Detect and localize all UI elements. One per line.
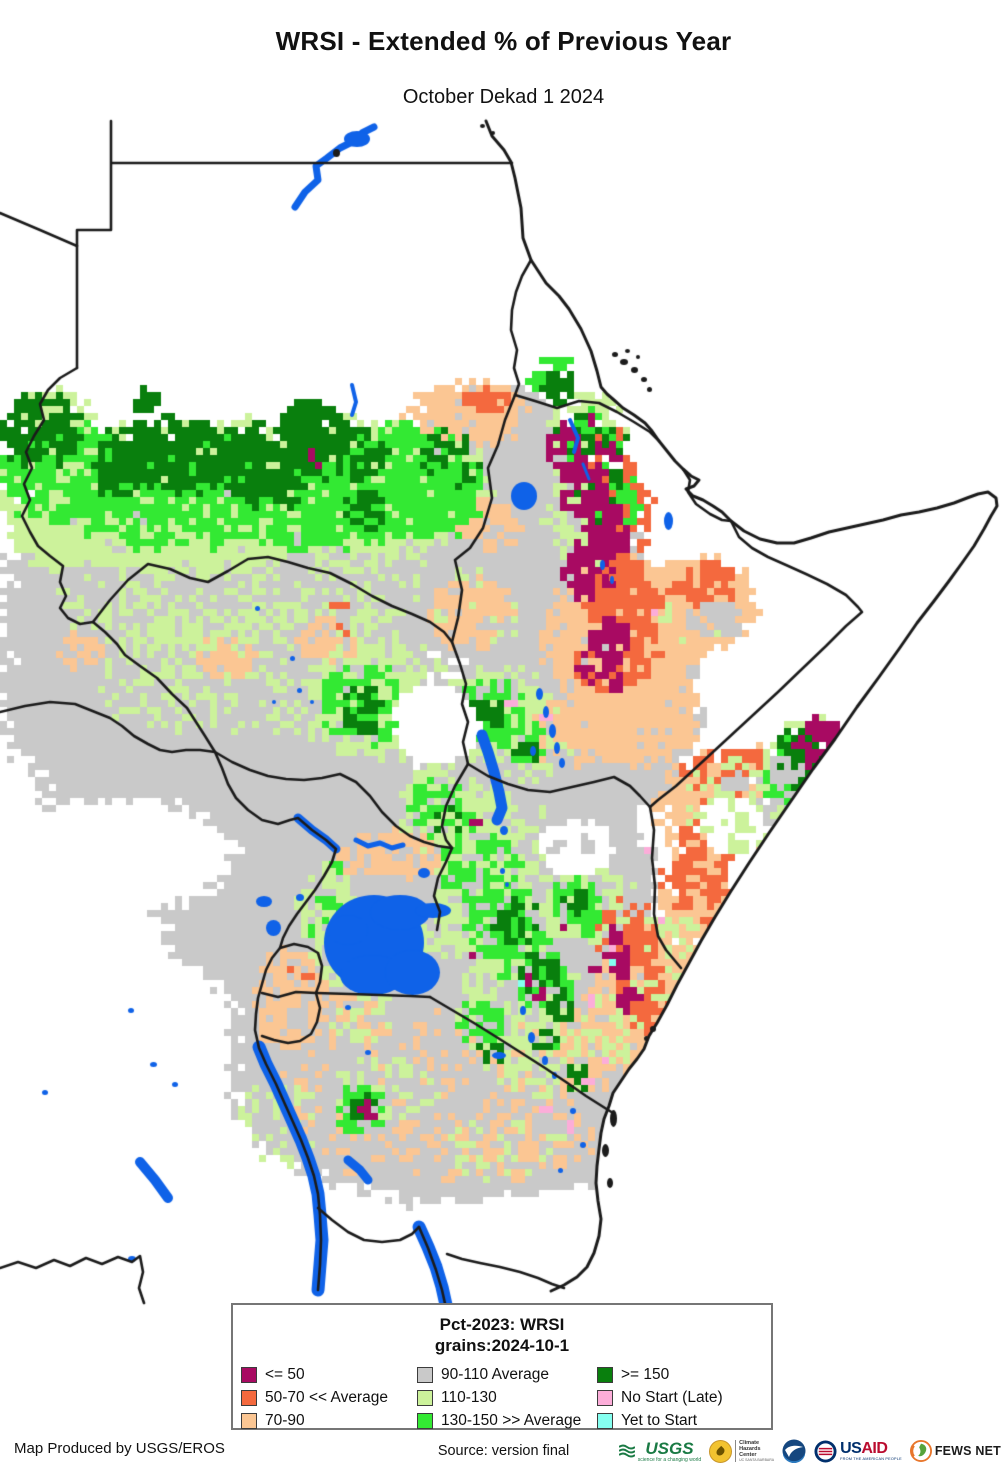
legend-item: 130-150 >> Average <box>417 1409 597 1432</box>
fewsnet-globe-icon <box>909 1440 932 1462</box>
chc-logo: Climate Hazards Center UC SANTA BARBARA <box>709 1439 775 1463</box>
legend-label: 50-70 << Average <box>265 1388 388 1406</box>
legend-label: <= 50 <box>265 1365 305 1383</box>
legend-item: <= 50 <box>241 1363 417 1386</box>
chc-line2: Hazards <box>739 1445 761 1452</box>
legend-title-line2: grains:2024-10-1 <box>434 1336 570 1356</box>
fewsnet-wordmark: FEWS NET <box>934 1444 1001 1458</box>
chc-droplet-icon <box>709 1439 733 1463</box>
usgs-wave-icon <box>618 1444 635 1458</box>
legend-swatch <box>417 1412 433 1429</box>
legend-item: No Start (Late) <box>597 1386 763 1409</box>
legend-grid: <= 50 50-70 << Average 70-90 90-110 Aver… <box>241 1363 763 1432</box>
logo-strip: USGS science for a changing world Climat… <box>618 1434 1001 1468</box>
legend-label: 90-110 Average <box>441 1365 550 1383</box>
legend-label: 110-130 <box>441 1388 497 1406</box>
source-text: Source: version final <box>437 1443 570 1459</box>
legend-item: 90-110 Average <box>417 1363 597 1386</box>
legend-label: >= 150 <box>621 1365 670 1383</box>
usaid-us-text: US <box>840 1439 862 1457</box>
legend-swatch <box>597 1366 613 1383</box>
page-title: WRSI - Extended % of Previous Year <box>275 26 732 56</box>
usaid-tagline: FROM THE AMERICAN PEOPLE <box>840 1456 902 1461</box>
usgs-tagline: science for a changing world <box>637 1456 702 1463</box>
produced-by-text: Map Produced by USGS/EROS <box>14 1440 225 1457</box>
legend-swatch <box>241 1366 257 1383</box>
usgs-wordmark: USGS <box>645 1438 694 1458</box>
legend-item: 110-130 <box>417 1386 597 1409</box>
usaid-seal-icon <box>814 1439 837 1463</box>
legend-swatch <box>417 1389 433 1406</box>
footer: Map Produced by USGS/EROS Source: versio… <box>0 1430 1007 1473</box>
noaa-logo <box>782 1439 806 1463</box>
legend-swatch <box>597 1389 613 1406</box>
legend-swatch <box>241 1389 257 1406</box>
legend-item: Yet to Start <box>597 1409 763 1432</box>
legend-item: 50-70 << Average <box>241 1386 417 1409</box>
chc-line1: Climate <box>739 1439 760 1446</box>
usaid-aid-text: AID <box>861 1439 888 1457</box>
legend-label: Yet to Start <box>621 1411 698 1429</box>
legend-label: 70-90 <box>265 1411 305 1429</box>
legend: Pct-2023: WRSI grains:2024-10-1 <= 50 50… <box>231 1303 773 1430</box>
chc-subtext: UC SANTA BARBARA <box>739 1457 775 1462</box>
legend-label: No Start (Late) <box>621 1388 723 1406</box>
usgs-logo: USGS science for a changing world <box>618 1438 702 1463</box>
legend-title-line1: Pct-2023: WRSI <box>439 1315 565 1334</box>
legend-item: 70-90 <box>241 1409 417 1432</box>
legend-swatch <box>417 1366 433 1383</box>
legend-item: >= 150 <box>597 1363 763 1386</box>
legend-swatch <box>597 1412 613 1429</box>
legend-label: 130-150 >> Average <box>441 1411 582 1429</box>
usaid-logo: USAID FROM THE AMERICAN PEOPLE <box>814 1439 902 1463</box>
legend-swatch <box>241 1412 257 1429</box>
noaa-emblem-icon <box>782 1439 806 1463</box>
fewsnet-logo: FEWS NET <box>909 1440 1001 1462</box>
chc-line3: Center <box>739 1451 757 1458</box>
page-subtitle: October Dekad 1 2024 <box>402 86 605 108</box>
